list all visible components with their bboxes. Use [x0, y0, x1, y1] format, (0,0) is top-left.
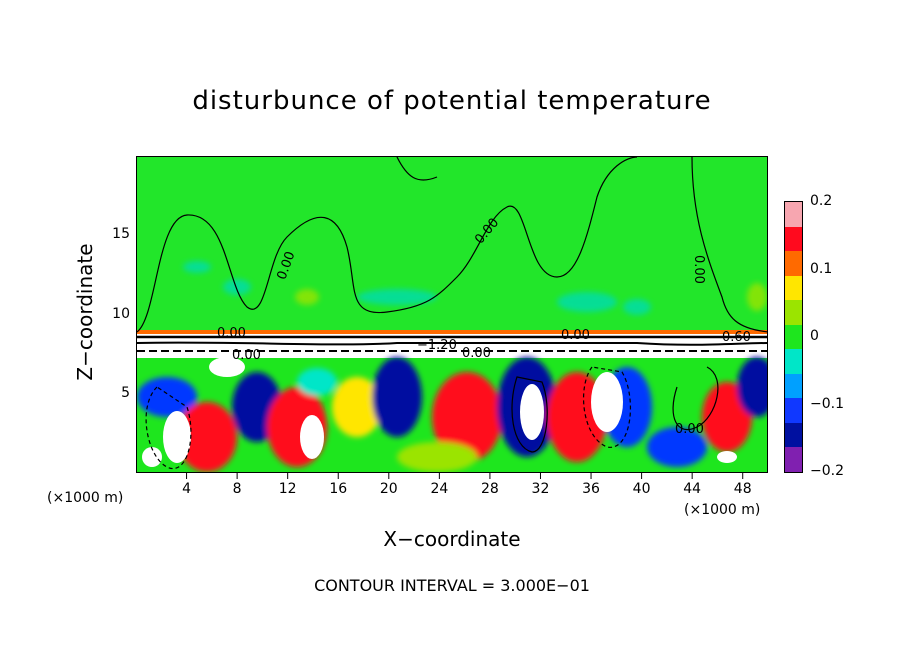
- contour-interval-note: CONTOUR INTERVAL = 3.000E−01: [314, 576, 590, 595]
- x-tick-label: 48: [733, 481, 752, 497]
- heatmap-field: 0.00 0.00 0.00 0.00 0.00 0.00 −1.20 0.00…: [137, 157, 767, 472]
- x-tick-label: 20: [379, 481, 398, 497]
- contour-label: 0.00: [675, 422, 704, 437]
- x-tick-label: 12: [278, 481, 297, 497]
- y-tick-label: 10: [112, 305, 130, 322]
- x-axis-ticks: [186, 473, 744, 479]
- x-tick-label: 8: [232, 481, 242, 497]
- colorbar-tick-label: 0.2: [810, 193, 833, 209]
- x-tick-label: 4: [182, 481, 191, 497]
- x-unit-label-left: (×1000 m): [47, 490, 124, 506]
- colorbar-swatch: [785, 300, 802, 326]
- y-axis-tick-labels: 5 10 15: [90, 156, 130, 473]
- y-tick-label: 15: [112, 226, 130, 243]
- contour-label: −1.20: [417, 338, 457, 353]
- contour-label: 0.00: [691, 255, 706, 284]
- x-unit-label-right: (×1000 m): [684, 502, 761, 518]
- colorbar-swatch: [785, 251, 802, 277]
- x-tick-label: 44: [683, 481, 702, 497]
- plot-area: 0.00 0.00 0.00 0.00 0.00 0.00 −1.20 0.00…: [136, 156, 768, 473]
- colorbar-swatch: [785, 324, 802, 350]
- colorbar-tick-label: 0: [810, 328, 819, 344]
- x-tick-label: 40: [632, 481, 651, 497]
- chart-title: disturbunce of potential temperature: [192, 86, 712, 116]
- x-tick-label: 16: [329, 481, 348, 497]
- colorbar-swatch: [785, 349, 802, 375]
- colorbar: [784, 201, 803, 473]
- colorbar-tick-label: 0.1: [810, 260, 833, 277]
- contour-label: 0.60: [722, 330, 751, 345]
- colorbar-labels: 0.2 0.1 0 −0.1 −0.2: [810, 193, 870, 483]
- x-tick-label: 32: [531, 481, 550, 497]
- y-axis-label: Z−coordinate: [73, 243, 97, 381]
- x-tick-label: 24: [430, 481, 449, 497]
- contour-label: 0.00: [232, 348, 261, 363]
- colorbar-tick-label: −0.2: [810, 463, 844, 479]
- x-axis-tick-labels: 4 8 12 16 20 24 28 32 36 40 44 48: [136, 481, 768, 501]
- x-axis-label: X−coordinate: [383, 527, 521, 551]
- contour-label: 0.00: [217, 326, 246, 341]
- colorbar-tick-label: −0.1: [810, 395, 844, 412]
- colorbar-swatch: [785, 398, 802, 424]
- contour-label: 0.00: [561, 328, 590, 343]
- colorbar-swatch: [785, 422, 802, 448]
- x-tick-label: 28: [480, 481, 499, 497]
- y-tick-label: 5: [121, 384, 130, 401]
- contour-label: 0.00: [462, 346, 491, 361]
- colorbar-swatch: [785, 202, 802, 228]
- colorbar-swatch: [785, 373, 802, 399]
- x-tick-label: 36: [582, 481, 600, 497]
- colorbar-swatch: [785, 275, 802, 301]
- colorbar-swatch: [785, 226, 802, 252]
- colorbar-swatch: [785, 447, 802, 473]
